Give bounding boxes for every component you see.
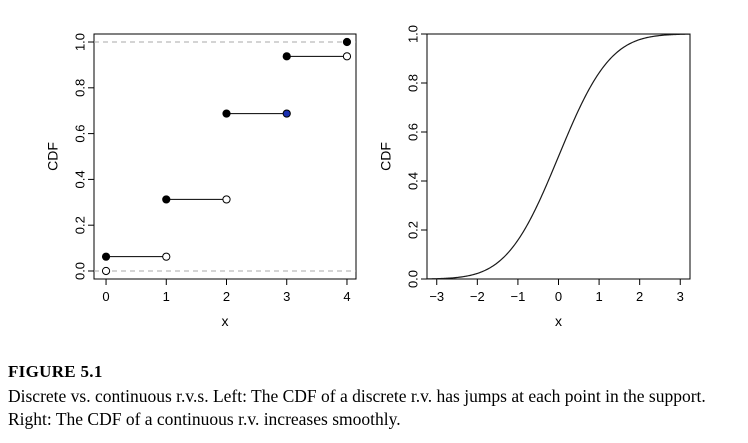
x-tick-label: 1 — [163, 289, 170, 304]
y-tick-label: 0.4 — [405, 172, 420, 190]
plot-frame — [93, 33, 357, 280]
y-axis-label: CDF — [45, 142, 61, 171]
closed-point — [222, 109, 231, 118]
x-tick-label: 2 — [636, 289, 643, 304]
x-tick-label: −2 — [470, 289, 485, 304]
open-point — [342, 52, 352, 61]
y-tick-label: 0.2 — [405, 221, 420, 239]
figure-caption-text: Discrete vs. continuous r.v.s. Left: The… — [8, 386, 706, 429]
cdf-curve — [426, 33, 691, 280]
x-tick-label: 3 — [283, 289, 290, 304]
x-tick-label: −3 — [429, 289, 444, 304]
y-tick-label: 0.8 — [405, 74, 420, 92]
y-tick-label: 0.0 — [405, 270, 420, 288]
x-tick-label: 0 — [555, 289, 562, 304]
y-tick-label: 1.0 — [405, 25, 420, 43]
closed-point — [162, 195, 171, 204]
y-tick-label: 0.6 — [72, 125, 87, 143]
y-tick-label: 0.8 — [72, 79, 87, 97]
figure-label: FIGURE 5.1 — [8, 362, 103, 381]
open-point — [101, 266, 111, 276]
x-tick-label: 2 — [223, 289, 230, 304]
closed-point — [101, 252, 111, 261]
x-axis-label: x — [222, 313, 229, 329]
x-tick-label: 3 — [677, 289, 684, 304]
x-tick-label: 4 — [343, 289, 350, 304]
closed-point — [342, 37, 352, 47]
y-axis-label: CDF — [378, 142, 394, 171]
y-tick-label: 1.0 — [72, 33, 87, 51]
open-point — [162, 252, 171, 261]
open-point — [222, 195, 231, 204]
figure-panels: 0 1 2 3 4 0.0 0.2 0.4 0.6 0.8 1.0 x CDF −3 −2 −1 0 1 2 3 0.… — [45, 25, 691, 329]
y-tick-label: 0.4 — [72, 170, 87, 188]
closed-point — [282, 52, 291, 61]
x-tick-label: 1 — [595, 289, 602, 304]
x-tick-label: −1 — [510, 289, 525, 304]
closed-point — [282, 109, 291, 118]
y-tick-label: 0.6 — [405, 123, 420, 141]
y-tick-label: 0.0 — [72, 262, 87, 280]
x-tick-label: 0 — [102, 289, 109, 304]
figure-caption: FIGURE 5.1 Discrete vs. continuous r.v.s… — [8, 362, 746, 431]
y-tick-label: 0.2 — [72, 216, 87, 234]
continuous-cdf-panel: −3 −2 −1 0 1 2 3 0.0 0.2 0.4 0.6 0.8 1.0 x CDF — [378, 25, 691, 329]
discrete-cdf-panel: 0 1 2 3 4 0.0 0.2 0.4 0.6 0.8 1.0 x CDF — [45, 33, 357, 329]
x-axis-label: x — [555, 313, 562, 329]
